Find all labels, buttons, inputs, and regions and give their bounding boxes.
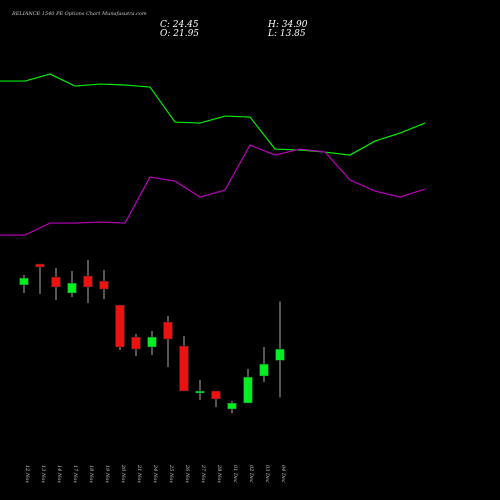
candle-body xyxy=(163,321,173,340)
x-tick-label: 14 Nov xyxy=(56,465,62,483)
chart-title: RELIANCE 1540 PE Options Chart Munafasut… xyxy=(11,11,147,17)
candle-body xyxy=(275,348,285,361)
x-tick-label: 18 Nov xyxy=(88,465,94,483)
candle-body xyxy=(179,345,189,392)
candle-body xyxy=(227,402,237,410)
x-tick-label: 26 Nov xyxy=(184,464,190,483)
candle-body xyxy=(51,276,61,288)
x-tick-label: 20 Nov xyxy=(120,464,126,483)
candle-body xyxy=(67,282,77,294)
candle-body xyxy=(195,390,205,394)
indicator-line xyxy=(0,144,426,236)
candle-body xyxy=(147,336,157,348)
x-tick-label: 28 Nov xyxy=(216,464,222,483)
close-label: C: 24.45 xyxy=(160,20,199,30)
x-tick-label: 27 Nov xyxy=(200,464,206,483)
x-tick-label: 01 Dec xyxy=(232,465,238,483)
x-tick-label: 17 Nov xyxy=(72,465,78,483)
open-label: O: 21.95 xyxy=(160,29,199,39)
x-tick-label: 04 Dec xyxy=(280,465,286,483)
candle-body xyxy=(211,390,221,400)
x-tick-label: 13 Nov xyxy=(40,465,46,483)
x-tick-label: 24 Nov xyxy=(152,464,158,483)
indicator-line xyxy=(0,73,426,156)
x-tick-label: 21 Nov xyxy=(136,464,142,483)
candle-body xyxy=(131,336,141,350)
candle-body xyxy=(83,275,93,288)
candle-body xyxy=(243,376,253,404)
x-tick-label: 25 Nov xyxy=(168,464,174,483)
candle-body xyxy=(115,304,125,348)
high-label: H: 34.90 xyxy=(267,20,308,30)
x-tick-label: 02 Dec xyxy=(248,465,254,483)
x-tick-label: 03 Dec xyxy=(264,465,270,483)
candle-body xyxy=(35,263,45,268)
x-tick-label: 12 Nov xyxy=(24,465,30,483)
candle-body xyxy=(99,280,109,290)
candle-body xyxy=(19,277,29,286)
candle-body xyxy=(259,363,269,377)
low-label: L: 13.85 xyxy=(267,29,306,39)
x-tick-label: 19 Nov xyxy=(104,465,110,483)
